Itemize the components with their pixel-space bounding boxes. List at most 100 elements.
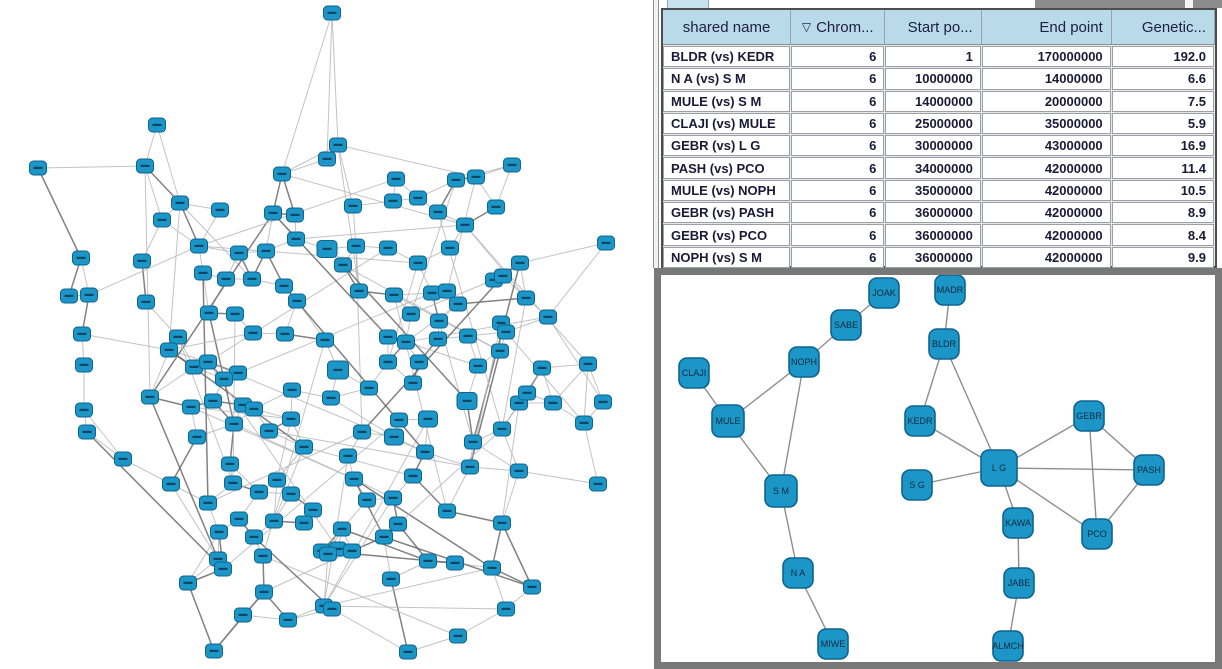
node-shape[interactable] [782,557,814,589]
overview-node[interactable] [323,5,341,21]
overview-node[interactable] [387,171,405,187]
overview-node[interactable] [404,468,422,484]
overview-node[interactable] [375,529,393,545]
network-node[interactable]: PCO [1081,518,1113,550]
overview-node[interactable] [384,428,404,446]
overview-node[interactable] [384,193,402,209]
overview-node[interactable] [430,313,448,329]
network-node[interactable]: NOPH [788,346,820,378]
overview-node[interactable] [345,471,363,487]
network-node[interactable]: ALMCH [992,630,1024,662]
overview-node[interactable] [493,421,511,437]
table-cell[interactable]: 14000000 [981,68,1111,90]
overview-node[interactable] [449,296,467,312]
node-shape[interactable] [1081,518,1113,550]
column-header-2[interactable]: Start po... [885,10,982,44]
table-cell[interactable]: 16.9 [1111,135,1214,157]
table-row[interactable]: GEBR (vs) PCO 6 36000000 42000000 8.4 [663,223,1215,246]
filter-icon[interactable]: ▽ [801,20,812,34]
overview-node[interactable] [353,424,371,440]
overview-node[interactable] [230,245,248,261]
table-cell[interactable]: 42000000 [981,202,1111,224]
table-cell[interactable]: 36000000 [885,246,981,268]
network-node[interactable]: PASH [1133,454,1165,486]
overview-node[interactable] [137,294,155,310]
overview-node[interactable] [491,343,509,359]
table-cell[interactable]: MULE (vs) NOPH [663,179,790,202]
network-node[interactable]: CLAJI [678,357,710,389]
table-cell[interactable]: 6 [790,157,885,179]
table-cell[interactable]: 6 [790,46,885,68]
table-cell[interactable]: 11.4 [1111,157,1214,179]
overview-node[interactable] [257,243,275,259]
overview-node[interactable] [211,202,229,218]
network-node[interactable]: KAWA [1002,507,1034,539]
overview-node[interactable] [221,456,239,472]
overview-node[interactable] [497,324,515,340]
overview-node[interactable] [283,382,301,398]
column-header-0[interactable]: shared name [663,10,792,44]
overview-node[interactable] [75,357,93,373]
top-scrollbar-track[interactable] [1035,0,1222,8]
overview-node[interactable] [389,516,407,532]
table-cell[interactable]: PASH (vs) PCO [663,157,790,179]
node-shape[interactable] [980,449,1018,487]
overview-node[interactable] [390,412,408,428]
overview-node[interactable] [339,448,357,464]
overview-node[interactable] [533,360,551,376]
overview-node[interactable] [449,628,467,644]
overview-node[interactable] [162,476,180,492]
network-node[interactable]: JABE [1003,567,1035,599]
overview-node[interactable] [597,235,615,251]
overview-node[interactable] [153,212,171,228]
overview-node[interactable] [225,416,243,432]
network-node[interactable]: GEBR [1073,400,1105,432]
network-node[interactable]: MULE [711,404,745,438]
overview-node[interactable] [544,395,562,411]
overview-node[interactable] [234,607,252,623]
table-cell[interactable]: 7.5 [1111,90,1214,112]
overview-node[interactable] [404,375,422,391]
column-header-4[interactable]: Genetic... [1111,10,1216,44]
overview-node[interactable] [264,205,282,221]
overview-node[interactable] [493,515,511,531]
network-node[interactable]: SABE [830,309,862,341]
network-node[interactable]: MIWE [817,628,849,660]
overview-node[interactable] [360,380,378,396]
overview-node[interactable] [255,584,273,600]
network-node[interactable]: KEDR [904,405,936,437]
table-cell[interactable]: 6 [790,90,885,112]
overview-node[interactable] [199,495,217,511]
node-shape[interactable] [711,404,745,438]
table-row[interactable]: GEBR (vs) PASH 6 36000000 42000000 8.9 [663,201,1215,224]
table-cell[interactable]: N A (vs) S M [663,68,790,90]
overview-node[interactable] [205,643,223,659]
column-header-1[interactable]: ▽ Chrom... [791,10,886,44]
overview-node[interactable] [114,451,132,467]
table-cell[interactable]: 43000000 [981,135,1111,157]
node-shape[interactable] [868,277,900,309]
table-cell[interactable]: 9.9 [1111,246,1214,268]
overview-node[interactable] [511,255,529,271]
overview-node[interactable] [441,240,459,256]
overview-node[interactable] [358,492,376,508]
overview-node[interactable] [327,360,349,380]
table-cell[interactable]: 8.4 [1111,224,1214,246]
overview-node[interactable] [333,521,351,537]
table-cell[interactable]: 42000000 [981,224,1111,246]
overview-node[interactable] [260,423,278,439]
overview-node[interactable] [379,354,397,370]
overview-node[interactable] [304,502,322,518]
overview-node[interactable] [329,137,347,153]
node-shape[interactable] [904,405,936,437]
overview-node[interactable] [399,644,417,660]
overview-node[interactable] [160,342,178,358]
table-cell[interactable]: NOPH (vs) S M [663,246,790,268]
node-shape[interactable] [1002,507,1034,539]
overview-node[interactable] [423,285,441,301]
overview-node[interactable] [418,410,438,428]
overview-node[interactable] [282,411,300,427]
table-cell[interactable]: GEBR (vs) PASH [663,202,790,224]
overview-node[interactable] [318,151,336,167]
overview-node[interactable] [344,198,362,214]
